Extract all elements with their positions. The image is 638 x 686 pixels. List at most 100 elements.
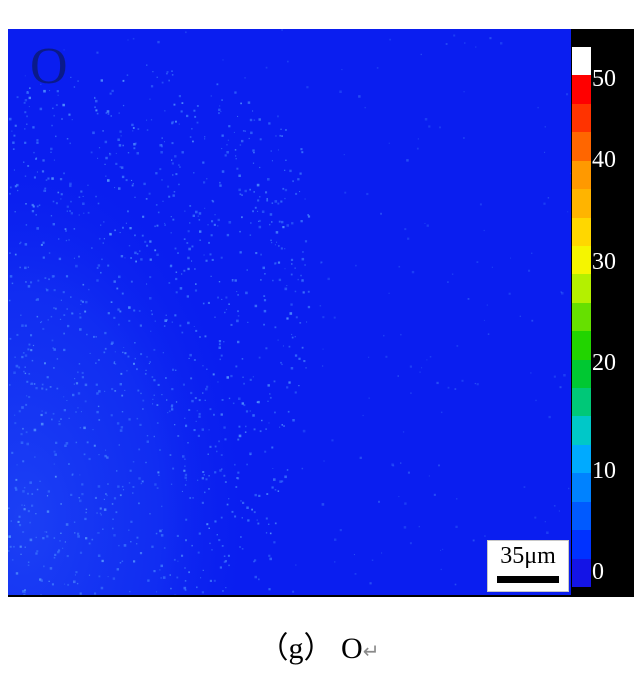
speckle bbox=[530, 372, 532, 374]
speckle bbox=[248, 137, 250, 140]
speckle bbox=[19, 545, 22, 548]
speckle bbox=[24, 99, 28, 102]
speckle bbox=[283, 425, 285, 427]
speckle bbox=[244, 189, 247, 193]
speckle bbox=[319, 305, 322, 307]
speckle bbox=[46, 510, 50, 513]
speckle bbox=[118, 144, 122, 147]
speckle bbox=[35, 299, 38, 301]
speckle bbox=[22, 490, 25, 493]
speckle bbox=[231, 280, 234, 282]
element-label: O bbox=[30, 38, 68, 95]
speckle bbox=[14, 414, 16, 416]
speckle bbox=[69, 210, 71, 212]
speckle bbox=[226, 233, 230, 237]
speckle bbox=[344, 191, 347, 194]
speckle bbox=[201, 477, 204, 480]
speckle bbox=[184, 473, 188, 476]
speckle bbox=[276, 241, 278, 243]
speckle bbox=[280, 128, 282, 130]
speckle bbox=[410, 392, 412, 394]
speckle bbox=[148, 192, 151, 195]
speckle bbox=[195, 210, 198, 214]
speckle bbox=[368, 356, 370, 358]
speckle bbox=[198, 532, 201, 535]
speckle bbox=[93, 335, 95, 338]
speckle bbox=[454, 583, 457, 586]
speckle bbox=[295, 316, 298, 319]
speckle bbox=[24, 266, 27, 270]
speckle bbox=[75, 264, 78, 268]
speckle bbox=[21, 355, 24, 359]
speckle bbox=[257, 199, 260, 202]
speckle bbox=[111, 388, 114, 391]
speckle bbox=[192, 214, 195, 217]
speckle bbox=[195, 329, 198, 332]
colorbar-segment bbox=[572, 189, 591, 218]
speckle bbox=[84, 400, 87, 403]
speckle bbox=[258, 118, 261, 121]
speckle bbox=[94, 97, 96, 99]
speckle bbox=[447, 386, 450, 389]
speckle bbox=[510, 257, 511, 259]
colorbar-segment bbox=[572, 75, 591, 105]
speckle bbox=[376, 67, 379, 69]
speckle bbox=[112, 518, 114, 520]
colorbar-segment bbox=[572, 103, 591, 133]
speckle bbox=[18, 410, 21, 413]
speckle bbox=[32, 126, 35, 129]
speckle bbox=[228, 397, 231, 400]
speckle bbox=[46, 535, 49, 538]
speckle bbox=[139, 324, 142, 327]
speckle bbox=[149, 297, 152, 300]
speckle bbox=[156, 76, 158, 78]
speckle bbox=[145, 198, 148, 200]
speckle bbox=[171, 388, 174, 391]
speckle bbox=[23, 161, 25, 163]
speckle bbox=[263, 295, 266, 297]
speckle bbox=[239, 230, 241, 233]
speckle bbox=[52, 223, 55, 226]
speckle bbox=[353, 554, 355, 556]
speckle bbox=[83, 426, 86, 430]
speckle bbox=[270, 239, 272, 242]
speckle bbox=[280, 361, 282, 364]
speckle bbox=[59, 318, 62, 320]
speckle bbox=[97, 264, 101, 267]
speckle bbox=[16, 96, 19, 99]
speckle bbox=[25, 224, 28, 226]
speckle bbox=[42, 327, 45, 330]
speckle bbox=[14, 486, 17, 489]
speckle bbox=[33, 176, 36, 179]
speckle bbox=[453, 34, 456, 37]
speckle bbox=[63, 49, 65, 51]
colorbar-tick-10: 10 bbox=[592, 458, 616, 484]
speckle bbox=[119, 429, 123, 432]
speckle bbox=[118, 544, 120, 547]
speckle bbox=[146, 435, 149, 437]
speckle bbox=[155, 204, 158, 206]
speckle bbox=[97, 202, 100, 205]
speckle bbox=[301, 257, 305, 261]
speckle bbox=[88, 574, 91, 576]
speckle bbox=[65, 239, 68, 242]
speckle bbox=[263, 299, 267, 302]
speckle bbox=[19, 266, 21, 269]
speckle bbox=[107, 113, 110, 115]
speckle bbox=[51, 339, 54, 342]
speckle bbox=[23, 370, 25, 373]
speckle bbox=[284, 475, 287, 479]
colorbar-segment bbox=[572, 473, 591, 503]
speckle bbox=[166, 319, 168, 321]
speckle bbox=[561, 292, 564, 295]
speckle bbox=[107, 264, 110, 267]
speckle bbox=[142, 215, 145, 218]
speckle bbox=[69, 142, 71, 145]
speckle bbox=[389, 38, 391, 41]
speckle bbox=[153, 435, 155, 438]
speckle bbox=[259, 138, 262, 141]
speckle bbox=[173, 558, 176, 561]
speckle bbox=[235, 486, 238, 488]
speckle bbox=[284, 188, 288, 192]
speckle bbox=[194, 268, 196, 270]
